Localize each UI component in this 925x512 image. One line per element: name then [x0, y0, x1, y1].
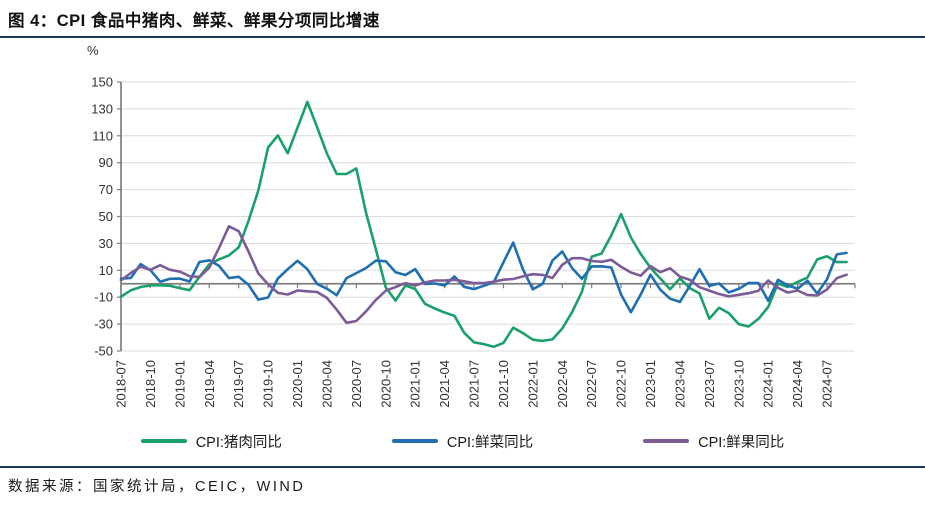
svg-text:150: 150	[91, 75, 113, 90]
svg-text:2022-01: 2022-01	[525, 360, 540, 408]
svg-text:2023-10: 2023-10	[731, 360, 746, 408]
svg-text:2024-04: 2024-04	[790, 360, 805, 408]
svg-text:-30: -30	[94, 317, 113, 332]
figure-header: 图 4：CPI 食品中猪肉、鲜菜、鲜果分项同比增速	[0, 0, 925, 38]
figure-title: 图 4：CPI 食品中猪肉、鲜菜、鲜果分项同比增速	[8, 12, 380, 30]
source-note: 数据来源：国家统计局，CEIC，WIND	[0, 466, 925, 496]
svg-text:2020-10: 2020-10	[378, 360, 393, 408]
svg-text:2020-07: 2020-07	[349, 360, 364, 408]
svg-text:2024-01: 2024-01	[761, 360, 776, 408]
legend-item-fruit: CPI:鲜果同比	[643, 431, 784, 452]
legend-item-pork: CPI:猪肉同比	[140, 431, 282, 452]
svg-text:2022-04: 2022-04	[555, 360, 570, 408]
legend-item-vegetable: CPI:鲜菜同比	[391, 431, 534, 452]
svg-text:-50: -50	[94, 344, 113, 359]
svg-text:90: 90	[99, 155, 113, 170]
legend-swatch-fruit-line	[643, 439, 690, 443]
svg-text:50: 50	[99, 209, 113, 224]
svg-text:2019-04: 2019-04	[202, 360, 217, 408]
svg-text:2023-01: 2023-01	[643, 360, 658, 408]
svg-text:2019-07: 2019-07	[231, 360, 246, 408]
svg-text:2021-04: 2021-04	[437, 360, 452, 408]
svg-text:-10: -10	[94, 290, 113, 305]
svg-text:2018-10: 2018-10	[143, 360, 158, 408]
legend-swatch-vegetable-line	[391, 439, 438, 443]
svg-text:10: 10	[99, 263, 113, 278]
svg-text:2021-07: 2021-07	[467, 360, 482, 408]
svg-text:2020-04: 2020-04	[319, 360, 334, 408]
svg-text:2018-07: 2018-07	[114, 360, 129, 408]
legend-swatch-pork-line	[140, 439, 187, 443]
svg-text:130: 130	[91, 101, 113, 116]
svg-text:2021-10: 2021-10	[496, 360, 511, 408]
svg-text:30: 30	[99, 236, 113, 251]
chart-legend: CPI:猪肉同比 CPI:鲜菜同比 CPI:鲜果同比	[0, 428, 925, 454]
chart-area: -50 -30 -10 10 30 50 70 90 110 130 150 2018-07 2018-…	[0, 38, 925, 426]
svg-text:%: %	[87, 43, 99, 58]
legend-label-pork: CPI:猪肉同比	[195, 434, 282, 451]
legend-label-fruit: CPI:鲜果同比	[698, 434, 785, 451]
svg-text:2023-07: 2023-07	[702, 360, 717, 408]
svg-text:2020-01: 2020-01	[290, 360, 305, 408]
svg-text:2022-10: 2022-10	[614, 360, 629, 408]
svg-text:2021-01: 2021-01	[408, 360, 423, 408]
svg-text:2019-01: 2019-01	[172, 360, 187, 408]
svg-text:2023-04: 2023-04	[672, 360, 687, 408]
svg-text:110: 110	[92, 128, 113, 143]
svg-text:2019-10: 2019-10	[261, 360, 276, 408]
legend-label-vegetable: CPI:鲜菜同比	[446, 434, 534, 451]
svg-text:2022-07: 2022-07	[584, 360, 599, 408]
svg-text:2024-07: 2024-07	[820, 360, 835, 408]
svg-text:70: 70	[99, 182, 113, 197]
chart-svg: -50 -30 -10 10 30 50 70 90 110 130 150 2018-07 2018-…	[87, 43, 856, 408]
